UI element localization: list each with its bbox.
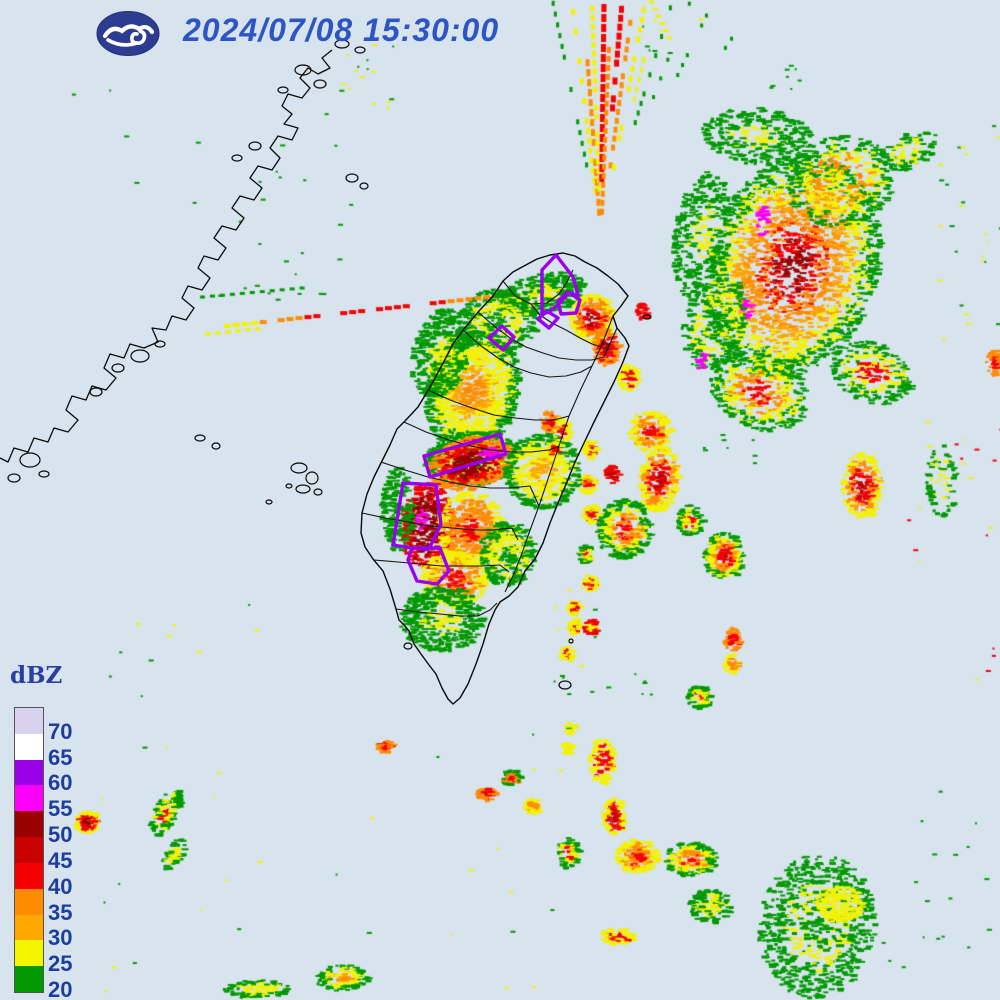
thunderstorm-warning-polygon — [536, 309, 560, 330]
legend-label: 25 — [48, 951, 73, 977]
legend-label: 55 — [48, 796, 73, 822]
islet — [313, 79, 327, 89]
islet — [211, 442, 221, 450]
islet — [19, 452, 41, 468]
county-boundary — [504, 346, 602, 593]
islet — [277, 86, 289, 94]
islet — [89, 387, 103, 397]
islet — [290, 462, 308, 474]
islet — [194, 434, 206, 442]
legend-label: 35 — [48, 899, 73, 925]
islet — [248, 141, 262, 151]
islet — [359, 182, 369, 190]
thunderstorm-warning-polygon — [406, 546, 451, 586]
legend-segment — [15, 785, 43, 812]
islet — [130, 349, 150, 363]
thunderstorm-warning-polygon — [540, 253, 580, 316]
county-boundary — [462, 329, 593, 378]
legend-segment — [15, 708, 43, 734]
county-boundary — [373, 559, 510, 573]
legend-segment — [15, 940, 43, 967]
legend-label: 40 — [48, 873, 73, 899]
legend-title: dBZ — [10, 662, 63, 689]
thunderstorm-warning-polygon — [422, 432, 508, 479]
islet — [354, 46, 366, 54]
county-boundary — [427, 389, 570, 421]
islet — [285, 483, 293, 489]
taiwan-coast-path — [360, 252, 630, 705]
islet — [111, 363, 125, 373]
county-boundary — [403, 421, 560, 453]
county-boundary — [477, 311, 618, 361]
county-boundaries — [361, 269, 618, 617]
legend-label: 30 — [48, 925, 73, 951]
legend-color-bar — [14, 707, 44, 993]
taiwan-coastline — [360, 252, 630, 705]
legend-segment — [15, 862, 43, 889]
islet — [558, 680, 572, 690]
legend-segment — [15, 759, 43, 786]
thunderstorm-warning-polygon — [556, 290, 582, 316]
islet — [154, 340, 166, 348]
islet — [642, 314, 652, 320]
islet — [295, 484, 311, 494]
county-boundary — [395, 602, 498, 617]
legend-segment — [15, 811, 43, 838]
islet — [265, 499, 273, 505]
legend-label: 65 — [48, 744, 73, 770]
legend-label: 45 — [48, 847, 73, 873]
thunderstorm-warning-polygon — [391, 481, 443, 551]
islet — [313, 488, 323, 496]
islet — [345, 173, 359, 183]
county-boundary — [502, 269, 574, 305]
legend-segment — [15, 733, 43, 760]
legend-segment — [15, 888, 43, 915]
county-boundary — [361, 512, 519, 541]
legend-label: 50 — [48, 822, 73, 848]
islet — [231, 154, 243, 162]
islet — [568, 638, 574, 644]
warning-polygons — [391, 253, 582, 586]
china-coast-path — [0, 49, 333, 463]
legend-label: 70 — [48, 718, 73, 744]
islet — [403, 642, 413, 650]
legend-segment — [15, 837, 43, 863]
islet — [7, 473, 21, 483]
thunderstorm-warning-polygon — [487, 324, 516, 352]
islet — [294, 64, 312, 76]
legend-segment — [15, 966, 43, 992]
islet — [38, 470, 50, 478]
dbz-legend: dBZ 70 65 60 55 50 45 40 35 30 25 20 — [0, 660, 90, 1000]
islet — [305, 471, 319, 485]
county-boundary — [380, 461, 540, 507]
islet — [334, 39, 350, 49]
china-coastline — [0, 49, 333, 463]
legend-label: 20 — [48, 976, 73, 1000]
legend-label: 60 — [48, 770, 73, 796]
islets — [7, 39, 652, 690]
legend-segment — [15, 914, 43, 941]
